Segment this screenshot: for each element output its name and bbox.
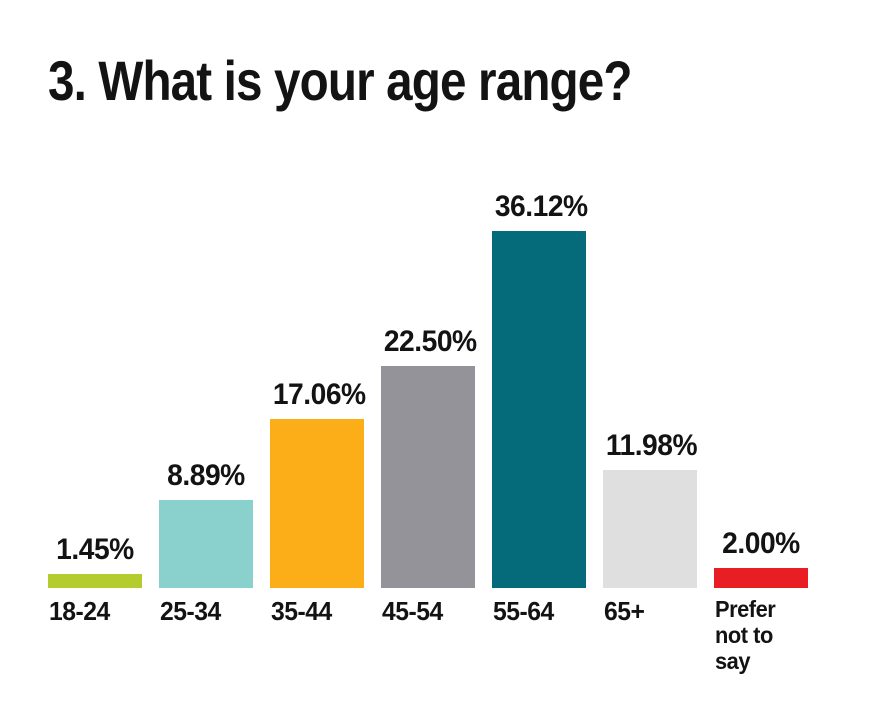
- bar-category-label: 18-24: [49, 596, 110, 626]
- bar-category-label: 45-54: [382, 596, 443, 626]
- bar-value-label: 2.00%: [722, 527, 800, 561]
- bar-category-label: 35-44: [271, 596, 332, 626]
- bar-value-label: 1.45%: [56, 532, 134, 566]
- bar-category-label: 65+: [604, 596, 645, 626]
- chart-title: 3. What is your age range?: [48, 49, 632, 112]
- bar-group: 11.98% 65+: [603, 428, 698, 625]
- bar-chart: 1.45% 18-24 8.89% 25-34 17.06% 35-44 22.50% 45-…: [48, 0, 808, 673]
- bar: [159, 500, 253, 588]
- bar: [381, 365, 475, 588]
- bar-value-label: 11.98%: [605, 428, 698, 462]
- bar: [603, 469, 697, 588]
- bar-value-label: 22.50%: [383, 324, 477, 358]
- bar: [714, 568, 808, 588]
- bar-group: 36.12% 55-64: [492, 190, 588, 625]
- bar-group: 22.50% 45-54: [381, 324, 477, 625]
- bar-value-label: 36.12%: [494, 190, 588, 224]
- bar-value-label: 8.89%: [167, 459, 245, 493]
- bar-group: 2.00% Prefer not to say: [714, 527, 808, 673]
- bar-group: 1.45% 18-24: [48, 532, 142, 625]
- bar-category-label: Prefer not to say: [715, 596, 776, 674]
- bar-group: 8.89% 25-34: [159, 459, 253, 625]
- bar-value-label: 17.06%: [272, 378, 366, 412]
- bar-category-label: 25-34: [160, 596, 221, 626]
- bar: [270, 419, 364, 588]
- bar-group: 17.06% 35-44: [270, 378, 366, 625]
- bar: [492, 231, 586, 588]
- bar: [48, 573, 142, 588]
- bar-category-label: 55-64: [493, 596, 554, 626]
